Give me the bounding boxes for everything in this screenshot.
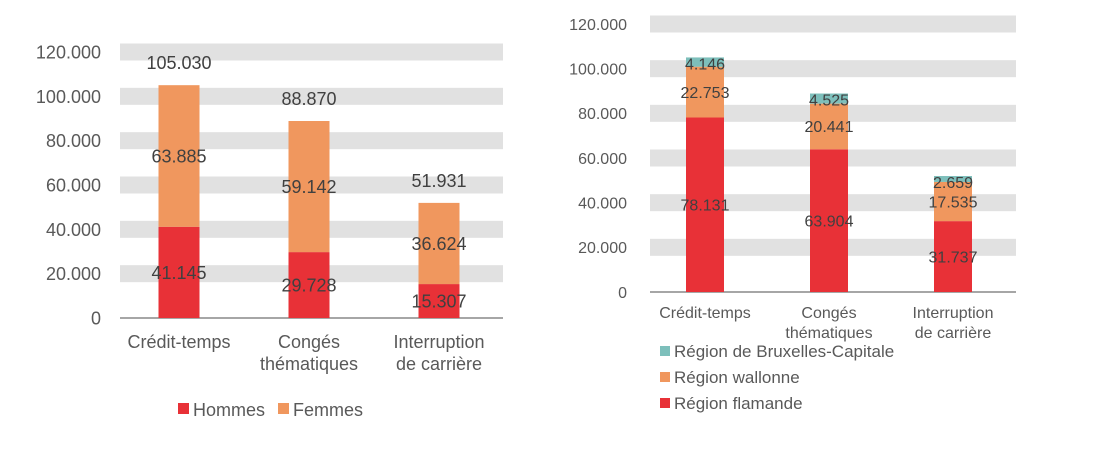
x-category-label: Interruption [393,332,484,352]
legend-swatch [178,403,189,414]
y-tick-label: 60.000 [578,151,627,168]
bar-segment [810,103,848,150]
legend-label: Hommes [193,400,265,420]
legend-label: Région wallonne [674,368,800,387]
data-label: 17.535 [929,194,978,211]
data-label: 29.728 [281,276,336,296]
data-label: 22.753 [681,85,730,102]
data-label: 15.307 [411,292,466,312]
bar-segment [686,117,724,292]
legend-swatch [660,372,670,382]
y-tick-label: 120.000 [36,42,101,62]
x-category-label: de carrière [396,354,482,374]
y-tick-label: 80.000 [578,106,627,123]
data-label: 78.131 [681,198,730,215]
data-label: 63.904 [805,213,854,230]
data-label: 20.441 [805,119,854,136]
grid-band [650,60,1016,78]
bar-segment [934,181,972,222]
y-tick-label: 0 [618,285,627,302]
bar-segment [418,202,460,285]
x-category-label: Congés [278,332,340,352]
x-category-label: thématiques [260,354,358,374]
bar-segment [810,149,848,292]
data-label: 4.525 [809,93,849,110]
legend-label: Région de Bruxelles-Capitale [674,342,894,361]
bar-segment [418,284,460,318]
y-tick-label: 40.000 [578,195,627,212]
x-category-label: Interruption [913,305,994,322]
total-label: 88.870 [281,89,336,109]
legend-swatch [660,346,670,356]
bar-segment [288,252,330,318]
bar-segment [934,176,972,182]
bar-segment [158,85,200,227]
bar-segment [810,93,848,104]
x-category-label: Congés [801,305,856,322]
legend-label: Région flamande [674,394,803,413]
bar-segment [934,221,972,292]
total-label: 51.931 [411,171,466,191]
y-tick-label: 80.000 [46,131,101,151]
x-category-label: de carrière [915,325,992,342]
x-category-label: Crédit-temps [127,332,230,352]
y-tick-label: 40.000 [46,220,101,240]
data-label: 36.624 [411,234,466,254]
y-tick-label: 60.000 [46,175,101,195]
data-label: 4.146 [685,56,725,73]
grid-band [120,87,503,105]
legend-swatch [278,403,289,414]
grid-band [650,15,1016,33]
data-label: 63.885 [151,146,206,166]
data-label: 41.145 [151,263,206,283]
y-tick-label: 0 [91,308,101,328]
data-label: 2.659 [933,175,973,192]
bar-segment [686,57,724,67]
total-label: 105.030 [146,53,211,73]
x-category-label: thématiques [785,325,872,342]
y-tick-label: 20.000 [46,264,101,284]
bar-segment [158,226,200,318]
data-label: 59.142 [281,177,336,197]
data-label: 31.737 [929,249,978,266]
grid-band [120,43,503,61]
x-category-label: Crédit-temps [659,305,751,322]
y-tick-label: 100.000 [36,87,101,107]
y-tick-label: 20.000 [578,240,627,257]
legend-swatch [660,398,670,408]
y-tick-label: 100.000 [569,61,627,78]
legend-label: Femmes [293,400,363,420]
y-tick-label: 120.000 [569,17,627,34]
bar-segment [288,121,330,253]
bar-segment [686,66,724,118]
